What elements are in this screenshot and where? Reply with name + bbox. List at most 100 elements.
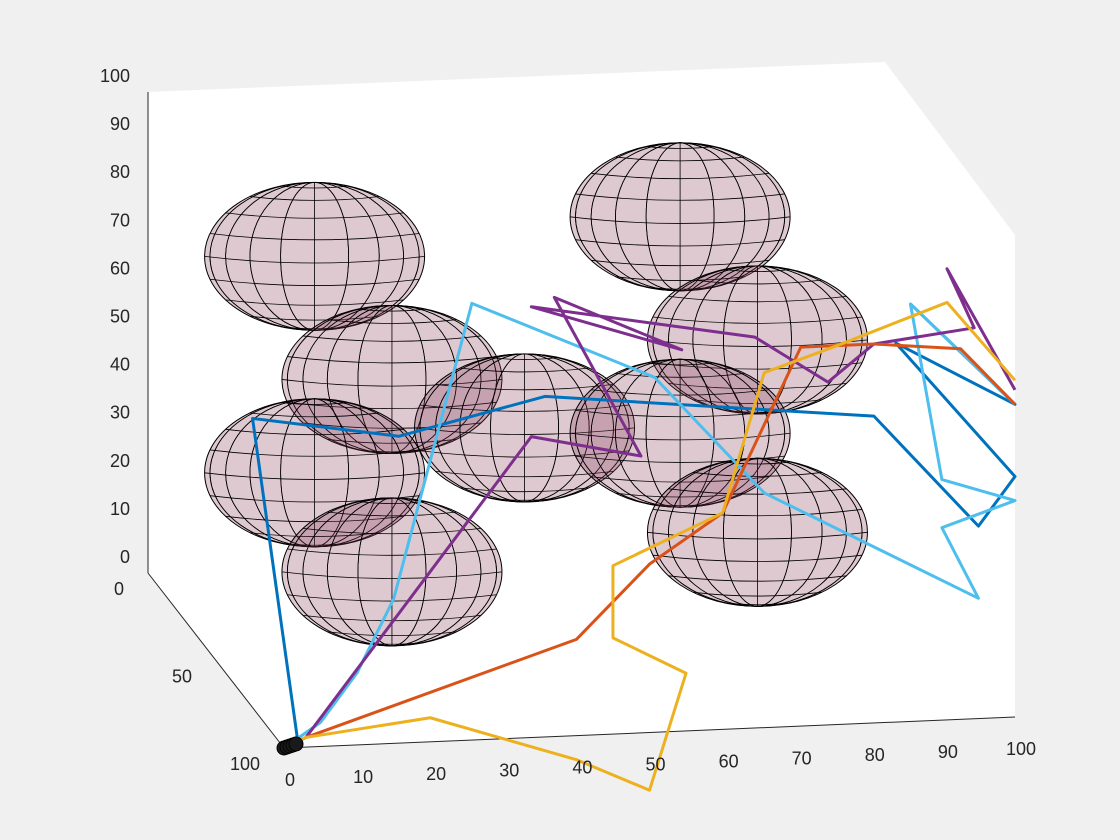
mesh-latitude-line	[209, 449, 420, 457]
mesh-longitude-line	[419, 353, 630, 503]
z-tick-label: 20	[110, 451, 130, 471]
x-tick-label: 100	[1006, 739, 1036, 759]
mesh-latitude-line	[668, 382, 847, 390]
mesh-latitude-line	[575, 409, 785, 418]
obstacle-ellipsoid	[569, 142, 791, 292]
mesh-longitude-line	[652, 457, 863, 607]
mesh-longitude-line	[209, 181, 420, 331]
mesh-latitude-line	[204, 255, 425, 264]
obstacle-ellipsoid	[204, 181, 426, 331]
mesh-latitude-line	[646, 362, 715, 366]
mesh-latitude-line	[280, 402, 349, 405]
mesh-latitude-line	[668, 488, 847, 495]
z-tick-label: 60	[110, 258, 130, 278]
z-tick-label: 80	[110, 162, 130, 182]
mesh-latitude-line	[646, 286, 715, 290]
mesh-latitude-line	[357, 641, 426, 645]
x-tick-label: 90	[938, 742, 958, 762]
mesh-latitude-line	[327, 319, 457, 324]
z-tick-label: 30	[110, 403, 130, 423]
mesh-latitude-line	[204, 472, 425, 480]
mesh-latitude-line	[570, 432, 791, 441]
mesh-longitude-line	[286, 497, 497, 647]
mesh-longitude-line	[652, 265, 863, 415]
x-tick-label: 40	[572, 758, 592, 778]
path-line	[283, 300, 1017, 792]
mesh-latitude-line	[287, 401, 497, 410]
y-tick-label: 0	[114, 579, 124, 599]
x-tick-label: 10	[353, 767, 373, 787]
mesh-latitude-line	[591, 259, 770, 267]
obstacle-ellipsoid	[204, 398, 426, 548]
start-marker	[288, 736, 304, 752]
y-axis-line	[147, 572, 285, 749]
obstacle-ellipsoid	[646, 457, 868, 607]
mesh-latitude-line	[723, 269, 792, 272]
mesh-latitude-line	[490, 497, 559, 501]
mesh-latitude-line	[646, 503, 715, 507]
mesh-latitude-line	[575, 193, 785, 201]
x-tick-label: 60	[719, 751, 739, 771]
axes-background	[148, 62, 1015, 748]
mesh-latitude-line	[225, 299, 404, 306]
mesh-latitude-line	[414, 427, 635, 435]
mesh-latitude-line	[357, 308, 426, 312]
mesh-latitude-line	[249, 412, 380, 418]
mesh-latitude-line	[327, 511, 457, 517]
tick-labels: 0 10 20 30 40 50 60 70 80 90 100 0 10 20 30 40 50 60 70 80 9…	[100, 66, 1036, 790]
x-tick-label: 20	[426, 764, 446, 784]
mesh-latitude-line	[287, 356, 497, 364]
path-line	[251, 302, 1017, 750]
x-tick-label: 0	[285, 770, 295, 790]
x-axis-line	[283, 716, 1016, 749]
mesh-latitude-line	[209, 495, 420, 503]
mesh-latitude-line	[280, 542, 349, 546]
mesh-longitude-line	[286, 305, 497, 454]
mesh-latitude-line	[575, 455, 785, 463]
x-tick-label: 30	[499, 761, 519, 781]
axis-lines	[147, 92, 1016, 749]
mesh-latitude-line	[435, 384, 614, 391]
mesh-longitude-line	[575, 358, 786, 508]
mesh-latitude-line	[287, 548, 497, 556]
axes	[148, 62, 1015, 748]
mesh-latitude-line	[209, 278, 420, 286]
paths	[251, 267, 1017, 792]
z-tick-label: 0	[120, 547, 130, 567]
mesh-latitude-line	[570, 216, 791, 224]
z-tick-label: 70	[110, 210, 130, 230]
mesh-latitude-line	[652, 362, 863, 370]
mesh-latitude-line	[615, 156, 745, 162]
path-line	[283, 267, 1017, 750]
y-tick-label: 100	[230, 754, 260, 774]
mesh-latitude-line	[575, 239, 785, 247]
path-line	[283, 301, 1017, 750]
y-tick-label: 50	[172, 667, 192, 687]
mesh-latitude-line	[209, 233, 420, 241]
mesh-latitude-line	[591, 389, 770, 396]
mesh-longitude-line	[209, 398, 420, 548]
mesh-latitude-line	[249, 196, 380, 201]
obstacle-ellipsoid	[281, 497, 503, 647]
mesh-latitude-line	[281, 571, 502, 579]
x-tick-label: 50	[645, 755, 665, 775]
x-tick-label: 70	[792, 748, 812, 768]
mesh-latitude-line	[723, 602, 792, 606]
mesh-latitude-line	[280, 185, 349, 189]
mesh-latitude-line	[490, 357, 559, 360]
obstacle-ellipsoid	[414, 353, 636, 503]
mesh-latitude-line	[692, 472, 823, 477]
z-tick-label: 10	[110, 499, 130, 519]
mesh-latitude-line	[615, 372, 745, 378]
mesh-latitude-line	[652, 509, 863, 517]
z-tick-label: 40	[110, 355, 130, 375]
z-tick-label: 50	[110, 307, 130, 327]
mesh-latitude-line	[459, 367, 590, 373]
mesh-latitude-line	[419, 450, 630, 458]
mesh-latitude-line	[723, 461, 792, 465]
mesh-latitude-line	[302, 335, 481, 342]
mesh-longitude-line	[575, 142, 786, 292]
mesh-latitude-line	[692, 279, 823, 285]
mesh-latitude-line	[668, 575, 847, 582]
